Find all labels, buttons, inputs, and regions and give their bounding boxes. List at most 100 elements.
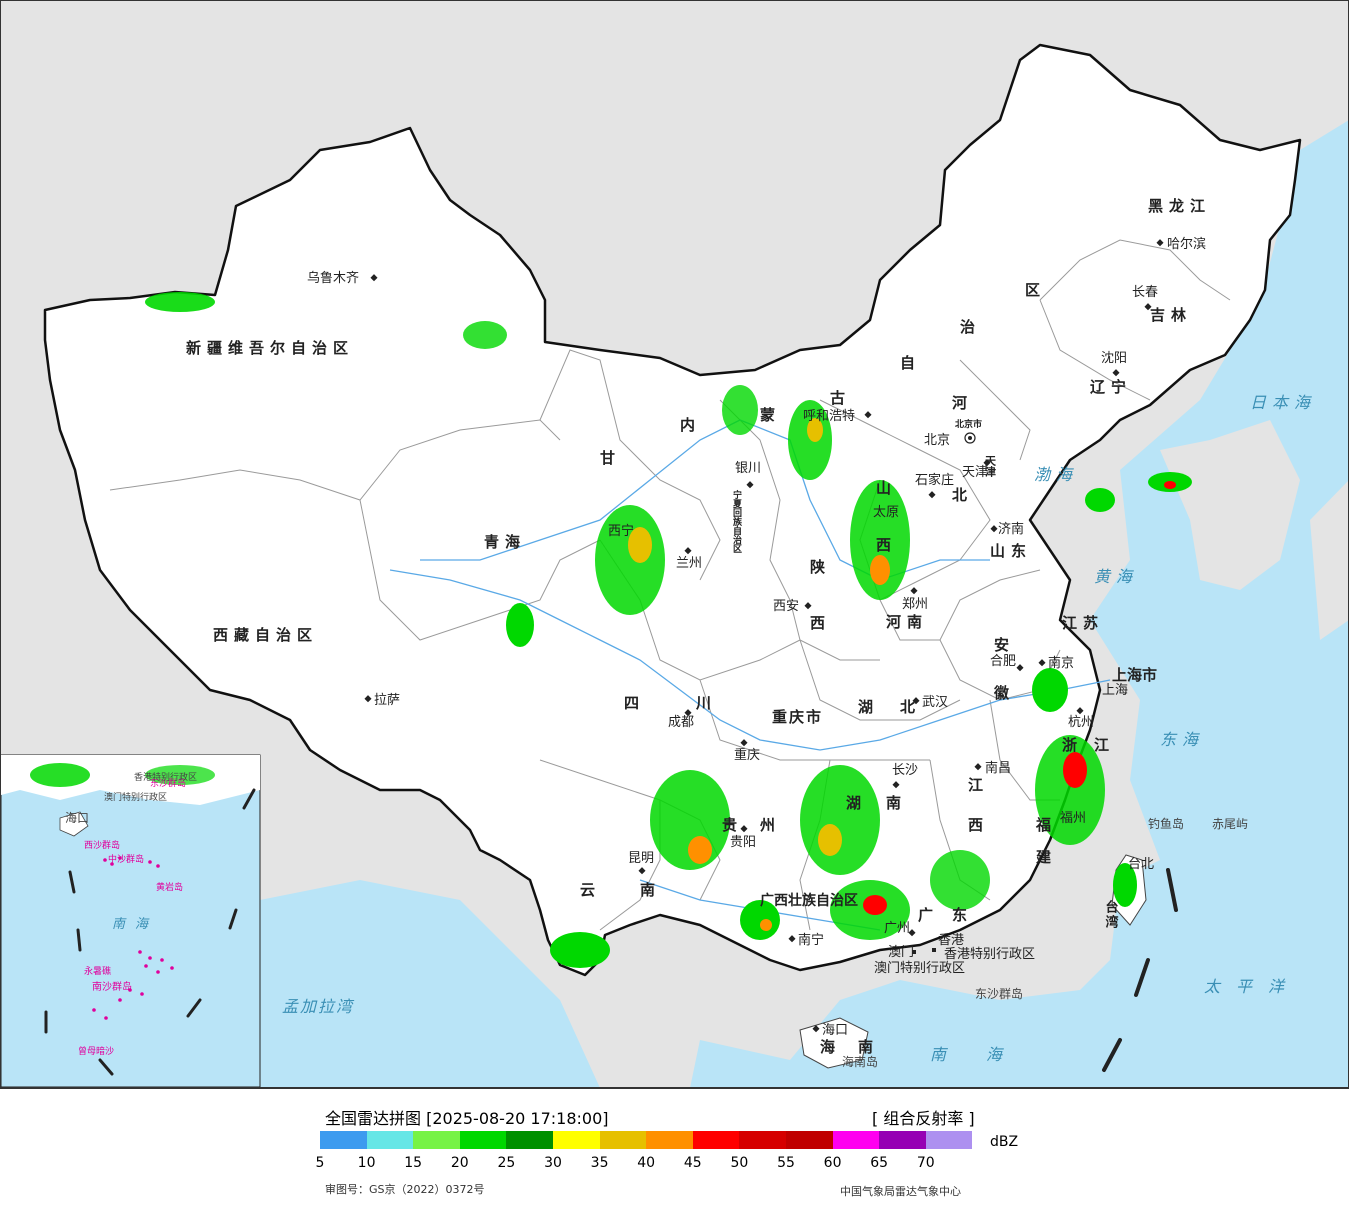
city-jinan: 济南 — [990, 521, 1024, 537]
city-zhengzhou: 郑州 — [902, 587, 928, 612]
svg-text:西安: 西安 — [773, 599, 799, 614]
label-jiang2: 江 — [1094, 736, 1115, 754]
svg-text:西宁: 西宁 — [608, 523, 634, 539]
label-shan: 山 — [876, 479, 897, 497]
city-changsha: 长沙 — [892, 763, 918, 789]
city-fuzhou: 福州 — [1060, 811, 1086, 826]
label-sea-south: 南海 — [930, 1045, 1042, 1064]
label-xi2: 西 — [968, 816, 989, 834]
legend-swatch — [692, 1131, 740, 1149]
legend-ticks: 5 10 15 20 25 30 35 40 45 50 55 60 65 70 — [316, 1155, 970, 1173]
label-gan: 甘 — [600, 449, 621, 467]
label-zhi: 治 — [960, 318, 981, 336]
label-fu: 福 — [1035, 816, 1057, 834]
svg-text:兰州: 兰州 — [676, 556, 702, 571]
inset-label-yongshu: 永暑礁 — [84, 965, 111, 977]
city-kunming: 昆明 — [628, 851, 654, 875]
legend-tick: 40 — [637, 1155, 656, 1171]
inset-label-huangyan: 黄岩岛 — [156, 881, 183, 893]
svg-text:济南: 济南 — [998, 521, 1024, 537]
city-nanning: 南宁 — [788, 932, 824, 948]
label-hu1: 湖 — [858, 698, 879, 716]
svg-text:福州: 福州 — [1060, 811, 1086, 826]
label-shaanxi-2: 西 — [810, 614, 831, 632]
legend-swatch — [320, 1131, 367, 1149]
label-dongsha: 东沙群岛 — [975, 986, 1023, 1001]
legend-tick: 20 — [450, 1155, 469, 1171]
label-hui: 徽 — [993, 684, 1015, 702]
label-hai: 海 — [820, 1038, 841, 1056]
city-macau: 澳门 — [888, 944, 916, 960]
legend-tick: 10 — [357, 1155, 376, 1171]
legend-swatch — [413, 1131, 460, 1149]
label-hainan-nan: 南 — [858, 1038, 879, 1056]
svg-text:石家庄: 石家庄 — [915, 472, 954, 488]
label-sea-yellow: 黄海 — [1094, 567, 1138, 586]
label-jian: 建 — [1036, 848, 1057, 866]
svg-text:澳门: 澳门 — [888, 944, 914, 960]
korea-land — [1160, 420, 1300, 590]
label-nei: 内 — [680, 416, 701, 434]
japan-land — [1310, 480, 1349, 640]
label-bei2: 北 — [900, 698, 921, 716]
svg-text:南京: 南京 — [1048, 655, 1074, 671]
label-chiwei: 赤尾屿 — [1212, 817, 1248, 831]
inset-label-zhongsha: 中沙群岛 — [108, 853, 144, 865]
label-he: 河 — [952, 394, 973, 412]
svg-text:长沙: 长沙 — [892, 763, 918, 778]
legend-swatch — [832, 1131, 880, 1149]
svg-text:郑州: 郑州 — [902, 597, 928, 612]
city-hefei: 合肥 — [990, 654, 1024, 672]
legend-product: [ 组合反射率 ] — [872, 1109, 975, 1128]
city-taipei: 台北 — [1128, 857, 1154, 872]
label-beijing-shi: 北京市 — [955, 418, 982, 430]
svg-text:重庆: 重庆 — [734, 747, 760, 763]
city-chongqing: 重庆 — [734, 739, 760, 763]
sea-labels: 日本海 渤海 黄海 东海 太平洋 南海 孟加拉湾 钓鱼岛 赤尾屿 东沙群岛 海南… — [282, 393, 1316, 1069]
legend-tick: 35 — [590, 1155, 609, 1171]
label-henan: 河南 — [886, 613, 928, 631]
label-hk-sar: 香港特别行政区 — [944, 947, 1035, 962]
city-tianjin: 天津 — [962, 459, 991, 480]
city-labels: 乌鲁木齐 拉萨 呼和浩特 银川 兰州 西宁 西安 太原 石家庄 北京 天津 济南… — [307, 236, 1206, 1038]
label-sea-japan: 日本海 — [1250, 393, 1316, 412]
city-lanzhou: 兰州 — [676, 547, 702, 571]
legend-tick: 55 — [777, 1155, 795, 1171]
city-hongkong: 香港 — [932, 933, 964, 952]
city-shanghai: 上海 — [1102, 683, 1128, 698]
city-haikou: 海口 — [812, 1023, 848, 1038]
label-shanghai: 上海市 — [1112, 666, 1157, 684]
label-macau-sar: 澳门特别行政区 — [874, 960, 965, 976]
legend-swatch — [925, 1131, 973, 1149]
label-chongqing: 重庆市 — [772, 708, 823, 726]
legend-tick: 50 — [730, 1155, 749, 1171]
province-labels: 新疆维吾尔自治区 西藏自治区 青海 甘 内 蒙 古 自 治 区 黑龙江 吉林 辽… — [186, 197, 1205, 1056]
city-xining: 西宁 — [608, 523, 634, 539]
legend-tick: 15 — [404, 1155, 423, 1171]
city-nanjing: 南京 — [1038, 655, 1074, 671]
legend-tick: 60 — [823, 1155, 842, 1171]
sea-west — [260, 880, 600, 1088]
city-wuhan: 武汉 — [912, 695, 948, 710]
inset-label-hk: 香港特别行政区 — [134, 771, 197, 783]
label-liaoning: 辽宁 — [1090, 378, 1132, 396]
svg-text:北京: 北京 — [924, 433, 950, 448]
legend-swatch — [366, 1131, 414, 1149]
label-guang: 广 — [918, 906, 939, 924]
label-chuan: 川 — [695, 694, 717, 712]
city-chengdu: 成都 — [668, 709, 694, 730]
legend-swatch — [646, 1131, 693, 1149]
legend-tick: 5 — [315, 1155, 325, 1171]
label-zhou: 州 — [759, 816, 781, 834]
label-shaan: 陕 — [810, 558, 831, 576]
legend-color-bar — [320, 1131, 973, 1149]
svg-text:杭州: 杭州 — [1068, 715, 1094, 730]
radar-map: 新疆维吾尔自治区 西藏自治区 青海 甘 内 蒙 古 自 治 区 黑龙江 吉林 辽… — [0, 0, 1349, 1088]
legend-swatch — [785, 1131, 833, 1149]
city-yinchuan: 银川 — [735, 461, 761, 489]
legend-tick: 65 — [870, 1155, 889, 1171]
label-taiwan: 台湾 — [1103, 899, 1119, 930]
svg-text:合肥: 合肥 — [990, 654, 1016, 669]
legend-swatch — [459, 1131, 507, 1149]
data-source: 中国气象局雷达气象中心 — [840, 1185, 961, 1198]
